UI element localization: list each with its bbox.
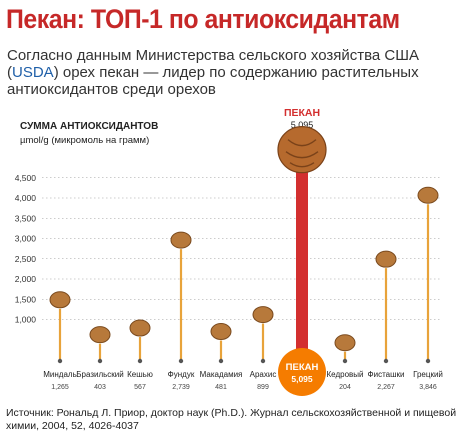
subtitle-usda: USDA <box>12 64 54 81</box>
nut-image <box>417 186 439 204</box>
nut-image <box>89 326 111 344</box>
value-label: 567 <box>134 384 146 391</box>
bar-base-dot <box>178 358 184 364</box>
source-note: Источник: Рональд Л. Приор, доктор наук … <box>6 407 457 432</box>
value-label: 899 <box>257 384 269 391</box>
y-axis-unit: µmol/g (микромоль на грамм) <box>20 135 150 146</box>
nut-image <box>170 231 192 249</box>
bar-base-dot <box>260 358 266 364</box>
y-tick-label: 2,000 <box>15 274 37 284</box>
nut-image <box>210 323 232 341</box>
pecan-badge <box>278 348 326 396</box>
subtitle-text-1: Согласно данным Министерства сельского х… <box>7 47 420 81</box>
pecan-badge-value: 5,095 <box>291 374 313 384</box>
category-label: Кешью <box>127 370 153 379</box>
bar-base-dot <box>383 358 389 364</box>
bar-base-dot <box>137 358 143 364</box>
category-label: Фисташки <box>368 370 405 379</box>
nut-image <box>252 306 274 324</box>
page-title: Пекан: ТОП-1 по антиоксидантам <box>6 4 400 34</box>
nut-image <box>334 334 356 352</box>
value-label: 481 <box>215 384 227 391</box>
bar-pecan <box>296 153 308 360</box>
y-tick-label: 3,000 <box>15 234 37 244</box>
value-label: 1,265 <box>51 384 69 391</box>
nut-image <box>129 319 151 337</box>
category-label: Миндаль <box>43 370 77 379</box>
value-label: 2,739 <box>172 384 190 391</box>
y-tick-label: 1,500 <box>15 294 37 304</box>
value-label: 403 <box>94 384 106 391</box>
y-tick-label: 4,500 <box>15 173 37 183</box>
y-axis-title: СУММА АНТИОКСИДАНТОВ <box>20 121 159 132</box>
bar-base-dot <box>342 358 348 364</box>
y-tick-label: 1,000 <box>15 315 37 325</box>
page-subtitle: Согласно данным Министерства сельского х… <box>7 47 467 98</box>
subtitle-text-2: ) орех пекан — лидер по содержанию расти… <box>7 64 419 98</box>
bar-base-dot <box>97 358 103 364</box>
pecan-texture <box>285 139 319 168</box>
y-tick-label: 3,500 <box>15 213 37 223</box>
value-label: 204 <box>339 384 351 391</box>
value-label: 3,846 <box>419 384 437 391</box>
category-label: Грецкий <box>413 370 443 379</box>
pecan-top-label: ПЕКАН <box>284 107 320 119</box>
category-label: Макадамия <box>200 370 243 379</box>
category-label: Фундук <box>168 370 195 379</box>
antioxidant-chart: 1,000 1,500 2,000 2,500 3,000 3,500 4,000 4,500… <box>15 107 443 396</box>
pecan-top-value: 5,095 <box>291 120 314 130</box>
bar-base-dot <box>425 358 431 364</box>
y-tick-label: 4,000 <box>15 193 37 203</box>
value-label: 2,267 <box>377 384 395 391</box>
bar-base-dot <box>218 358 224 364</box>
category-label: Кедровый <box>327 370 364 379</box>
nut-image <box>375 250 397 268</box>
category-label: Арахис <box>250 370 277 379</box>
nut-image <box>49 291 71 309</box>
y-tick-label: 2,500 <box>15 254 37 264</box>
pecan-image <box>277 126 327 174</box>
pecan-badge-label: ПЕКАН <box>286 362 319 373</box>
bar-base-dot <box>57 358 63 364</box>
category-label: Бразильский <box>76 370 123 379</box>
